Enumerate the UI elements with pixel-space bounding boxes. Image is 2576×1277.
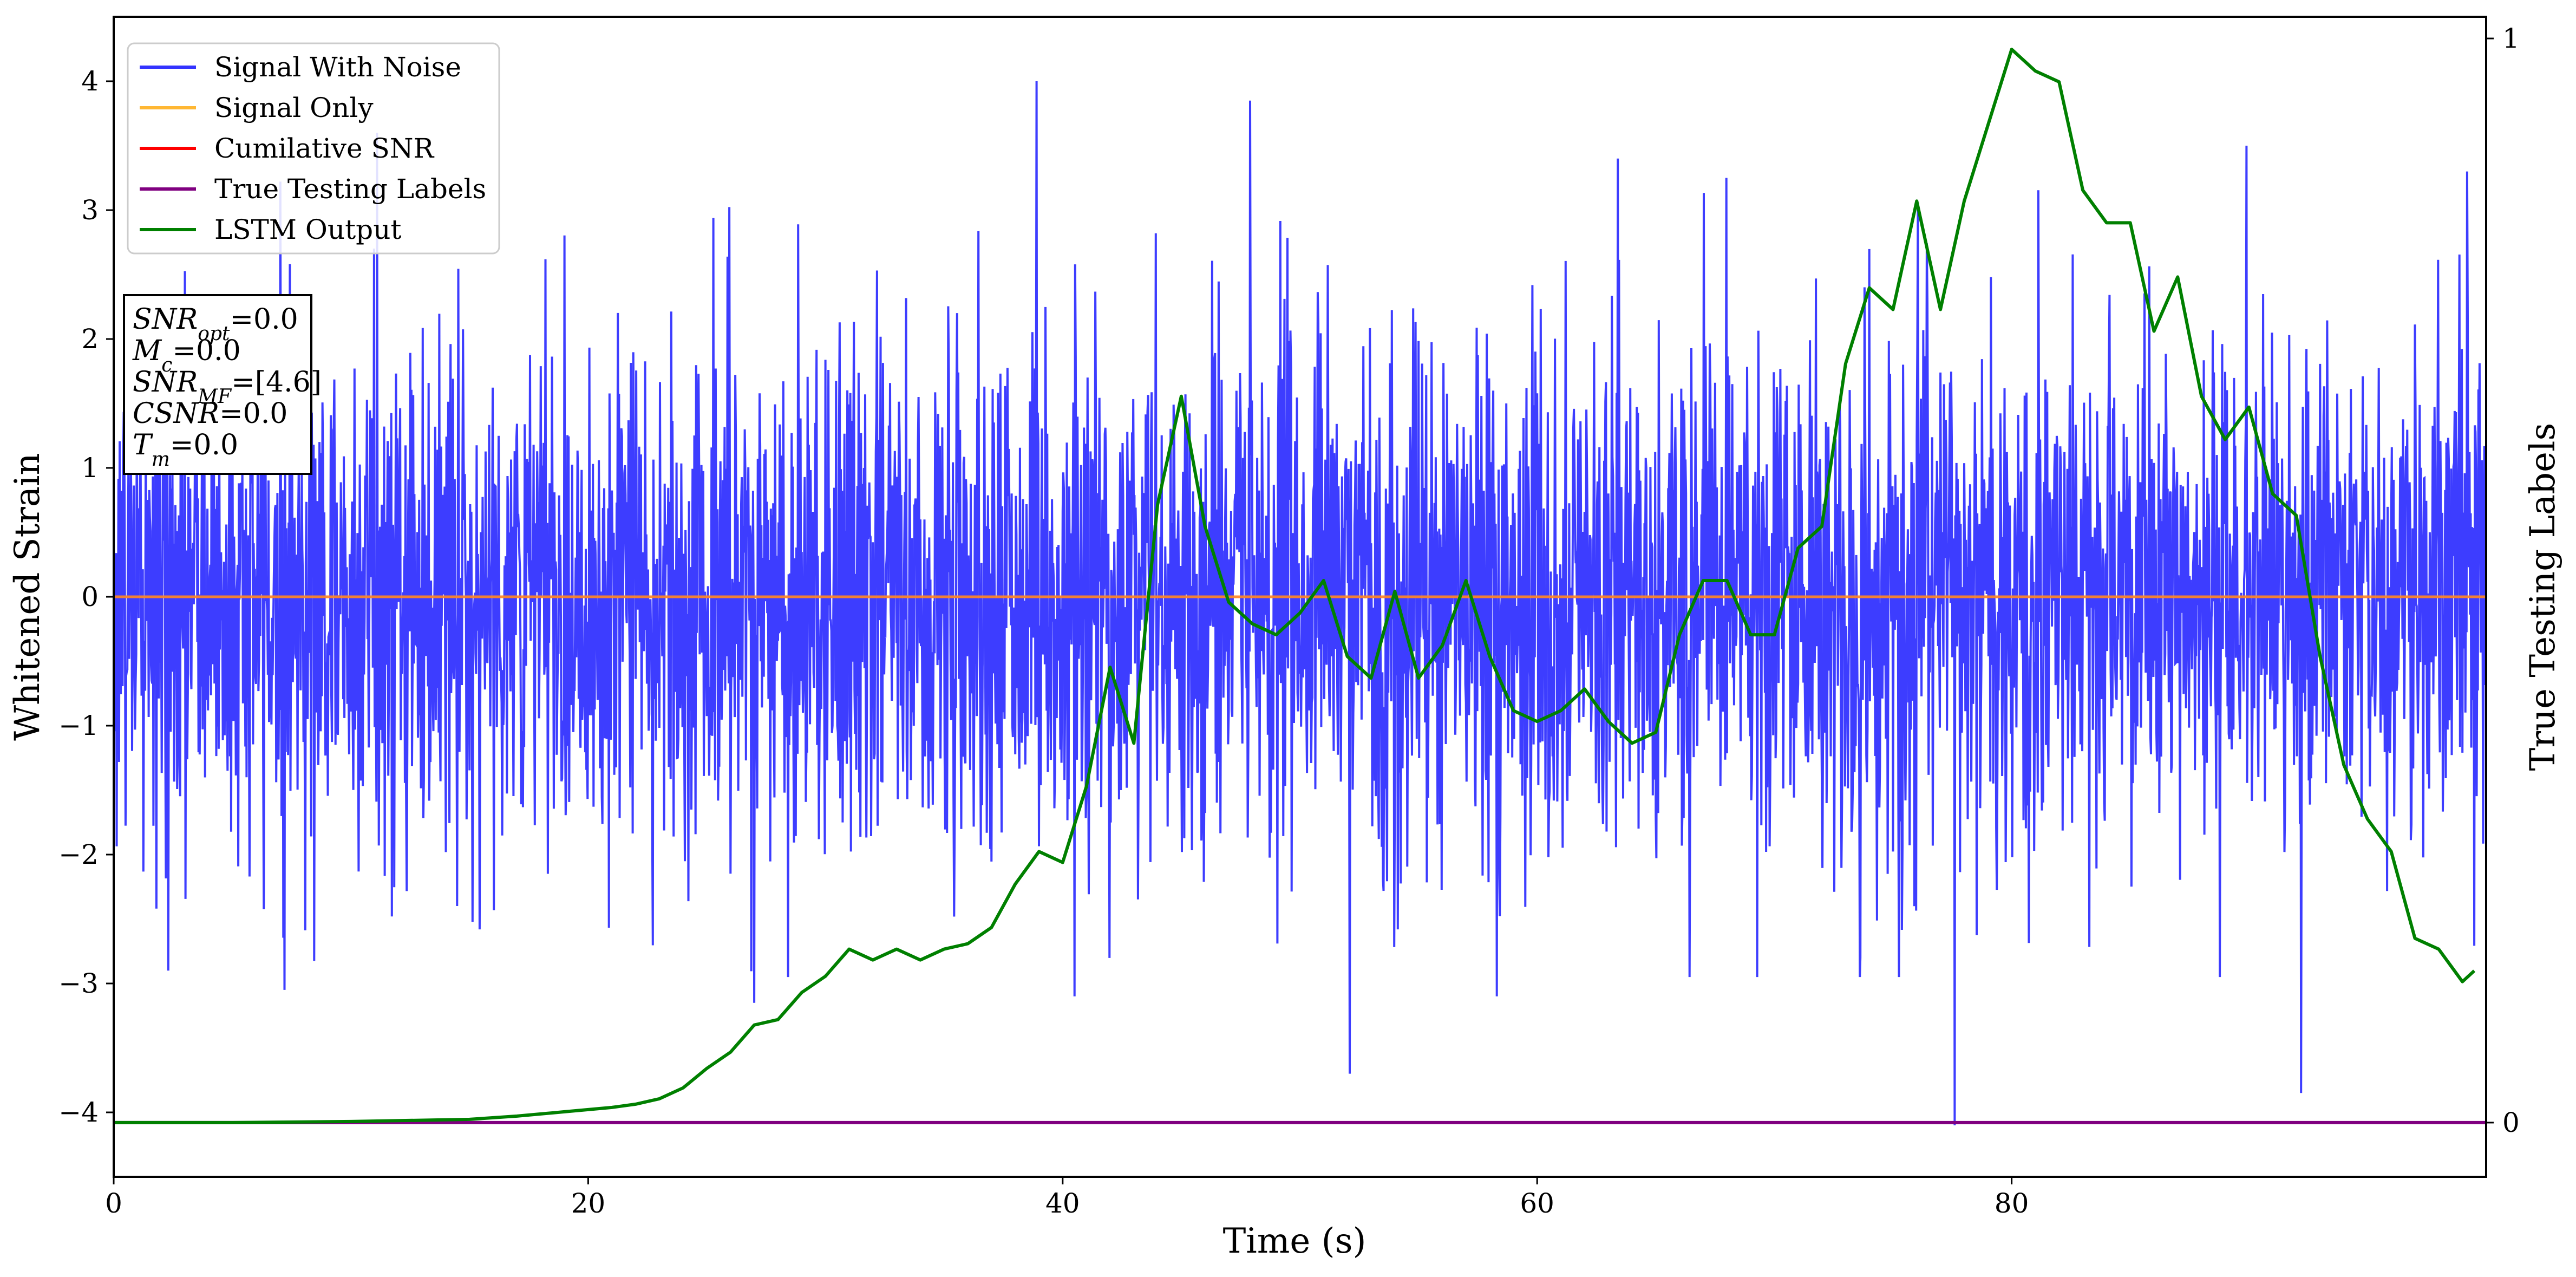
x-tick-label: 0	[105, 1188, 122, 1219]
x-axis-label: Time (s)	[1223, 1221, 1367, 1261]
y-axis-label: Whitened Strain	[8, 453, 48, 740]
x-tick-label: 20	[571, 1188, 606, 1219]
legend-label: Signal With Noise	[214, 51, 461, 83]
info-box-entry: Tm=0.0	[133, 429, 238, 471]
series-lstm-output	[114, 48, 2476, 1124]
y-tick-label: −4	[58, 1097, 99, 1128]
legend: Signal With Noise Signal Only Cumilative S…	[127, 42, 500, 255]
legend-frame	[127, 42, 500, 255]
y-tick-label: 3	[81, 194, 99, 226]
y2-tick-label: 0	[2502, 1107, 2520, 1138]
y-tick-label: 0	[81, 581, 99, 613]
y-tick-label: −2	[58, 839, 99, 870]
info-box-entry: SNRMF=[4.6]	[133, 366, 322, 408]
y-tick-label: 4	[81, 66, 99, 97]
legend-label: True Testing Labels	[214, 173, 486, 205]
info-box-entry: Mc=0.0	[132, 335, 241, 376]
info-box-frame	[123, 294, 312, 475]
legend-label: Signal Only	[214, 92, 374, 123]
y2-tick-label: 1	[2502, 23, 2520, 54]
y-tick-label: −3	[58, 968, 99, 999]
y-tick-label: 2	[81, 323, 99, 355]
x-tick-label: 40	[1045, 1188, 1080, 1219]
series-signal-with-noise	[114, 81, 2486, 1125]
y2-axis-label: True Testing Labels	[2523, 423, 2563, 771]
legend-label: LSTM Output	[214, 214, 401, 245]
legend-label: Cumilative SNR	[214, 133, 434, 164]
plot-area	[114, 48, 2486, 1125]
x-tick-label: 60	[1520, 1188, 1554, 1219]
x-tick-label: 80	[1995, 1188, 2029, 1219]
info-box-entry: CSNR=0.0	[133, 398, 287, 430]
y-tick-label: −1	[58, 710, 99, 741]
info-box-entry: SNRopt=0.0	[133, 303, 298, 345]
y-tick-label: 1	[81, 452, 99, 484]
info-box: SNRopt=0.0Mc=0.0SNRMF=[4.6]CSNR=0.0Tm=0.…	[123, 294, 322, 475]
